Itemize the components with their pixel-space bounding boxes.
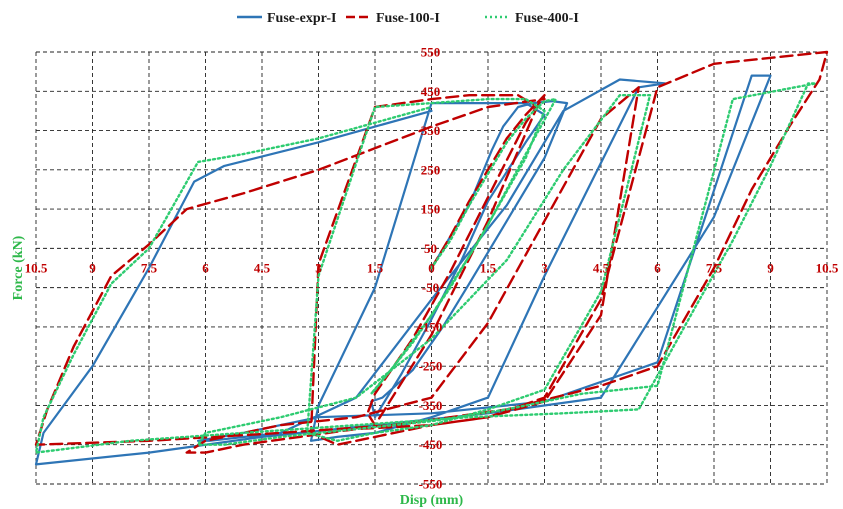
series-line-2 [34,50,829,454]
y-tick-label: 50 [424,241,437,256]
y-tick-label: 150 [421,202,441,217]
legend-label: Fuse-400-I [515,11,579,26]
x-tick-label: 7.5 [706,261,723,276]
y-tick-labels: 550 450 350 250 150 50 -50 -150 -250 -350 -450 -550 [419,45,443,492]
x-tick-label: 6 [202,261,209,276]
y-tick-label: -50 [422,280,439,295]
x-tick-label: 0 [428,261,435,276]
x-tick-label: 1.5 [480,261,497,276]
y-tick-label: 550 [421,45,441,60]
series-layer [34,50,829,466]
chart-grid [35,51,828,485]
series-line-3 [34,82,817,454]
x-tick-label: 3 [541,261,548,276]
y-tick-label: -450 [419,437,443,452]
x-tick-label: 7.5 [141,261,158,276]
x-tick-label: 10.5 [25,261,48,276]
legend-label: Fuse-expr-I [267,11,336,26]
x-axis-title: Disp (mm) [400,493,464,508]
x-tick-label: 4.5 [254,261,271,276]
y-axis-title: Force (kN) [11,235,26,300]
x-tick-label: 1.5 [367,261,384,276]
y-tick-label: -250 [419,359,443,374]
chart-legend: Fuse-expr-I Fuse-100-I Fuse-400-I [237,11,579,26]
x-tick-labels: 10.5 9 7.5 6 4.5 3 1.5 0 1.5 3 4.5 6 7.5 9 10.5 [25,261,839,276]
y-tick-label: 350 [421,123,441,138]
x-tick-label: 4.5 [593,261,610,276]
legend-label: Fuse-100-I [376,11,440,26]
x-tick-label: 6 [654,261,661,276]
x-tick-label: 9 [767,261,774,276]
x-tick-label: 3 [315,261,322,276]
y-tick-label: -350 [419,398,443,413]
y-tick-label: -550 [419,477,443,492]
y-tick-label: -150 [419,319,443,334]
y-tick-label: 250 [421,162,441,177]
x-tick-label: 9 [89,261,96,276]
y-tick-label: 450 [421,84,441,99]
x-tick-label: 10.5 [816,261,839,276]
